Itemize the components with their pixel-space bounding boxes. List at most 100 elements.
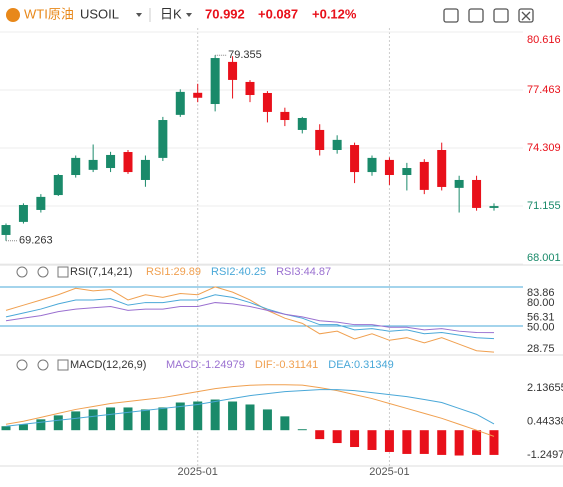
close-icon[interactable] [521,11,531,21]
macd-bar [228,401,238,431]
macd-bar [245,404,255,431]
tool-icon[interactable] [518,8,534,23]
macd-bar [175,402,185,431]
legend-entry: DIF:-0.31141 [255,359,318,371]
expand-icon[interactable] [57,266,69,278]
eye-icon[interactable] [16,266,28,278]
eye-icon[interactable] [16,359,28,371]
symbol[interactable]: USOIL [80,6,119,21]
macd-bar [123,407,133,431]
candle-body [280,111,290,121]
macd-bar [88,409,98,431]
legend-entry: RSI2:40.25 [211,266,266,278]
x-tick-label: 2025-01 [178,466,218,478]
macd-title: MACD(12,26,9) [70,359,146,371]
candle-body [367,157,377,173]
macd-bar [437,430,447,455]
macd-bar [53,415,63,431]
macd-bar [367,430,377,450]
macd-bar [454,430,464,456]
candle-body [175,91,185,115]
candle-body [262,92,272,112]
macd-bar [350,430,360,448]
y-tick-label: 28.75 [527,343,555,355]
candle-body [88,159,98,170]
settings-icon[interactable] [37,359,49,371]
macd-bar [158,407,168,431]
y-tick-label: 77.463 [527,84,561,96]
rsi-title: RSI(7,14,21) [70,266,132,278]
macd-bar [1,426,11,431]
dropdown[interactable] [136,13,142,17]
candle-body [489,206,499,208]
macd-bar [262,409,272,431]
candle-body [36,196,46,210]
macd-bar [419,430,429,454]
legend-entry: RSI3:44.87 [276,266,331,278]
macd-bar [472,430,482,455]
macd-bar [297,429,307,431]
candle-body [402,168,412,176]
candle-body [245,81,255,96]
y-tick-label: 0.44338 [527,415,563,427]
expand-icon[interactable] [57,359,69,371]
candle-body [210,58,220,105]
name: WTI原油 [24,6,74,21]
macd-bar [210,399,220,431]
macd-bar [280,416,290,431]
tool-icon[interactable] [493,8,509,23]
y-tick-label: 68.001 [527,252,561,264]
macd-bar [106,407,116,431]
candle-body [106,154,116,169]
annotation: 79.355 [228,49,262,61]
candle-body [472,179,482,208]
annotation: 69.263 [19,235,53,247]
legend-entry: RSI1:29.89 [146,266,201,278]
rsi-line [5,286,495,353]
settings-icon[interactable] [37,266,49,278]
price: 70.992 [205,6,245,21]
rsi-line [5,294,495,340]
candle-body [350,145,360,173]
candle-body [53,175,63,196]
macd-bar [36,419,46,431]
macd-bar [315,430,325,440]
candle-body [332,139,342,150]
logo [6,8,20,22]
legend-entry: MACD:-1.24979 [166,359,245,371]
tool-icon[interactable] [468,8,484,23]
macd-bar [384,430,394,452]
dropdown[interactable] [186,13,192,17]
candle-body [384,159,394,176]
macd-bar [402,430,412,454]
macd-bar [489,430,499,455]
toolbar [443,8,534,23]
macd-line [5,389,495,427]
candle-body [140,159,150,180]
candle-body [315,129,325,150]
y-tick-label: 50.00 [527,322,555,334]
tool-icon[interactable] [443,8,459,23]
y-tick-label: 71.155 [527,200,561,212]
legend-entry: DEA:0.31349 [328,359,393,371]
macd-bar [18,424,28,431]
candle-body [71,157,81,176]
candle-body [158,120,168,158]
macd-bar [140,409,150,431]
candle-body [1,225,11,235]
candle-body [419,161,429,190]
macd-line [5,384,495,437]
y-tick-label: 80.616 [527,34,561,46]
x-tick-label: 2025-01 [369,466,409,478]
y-tick-label: 2.13655 [527,382,563,394]
y-tick-label: 83.86 [527,287,555,299]
candle-body [297,117,307,130]
candle-body [193,92,203,98]
macd-bar [71,411,81,431]
candle-body [18,204,28,222]
rsi-line [5,302,495,334]
period[interactable]: 日K [160,6,182,21]
change-pct: +0.12% [312,6,357,21]
candle-body [123,152,133,173]
